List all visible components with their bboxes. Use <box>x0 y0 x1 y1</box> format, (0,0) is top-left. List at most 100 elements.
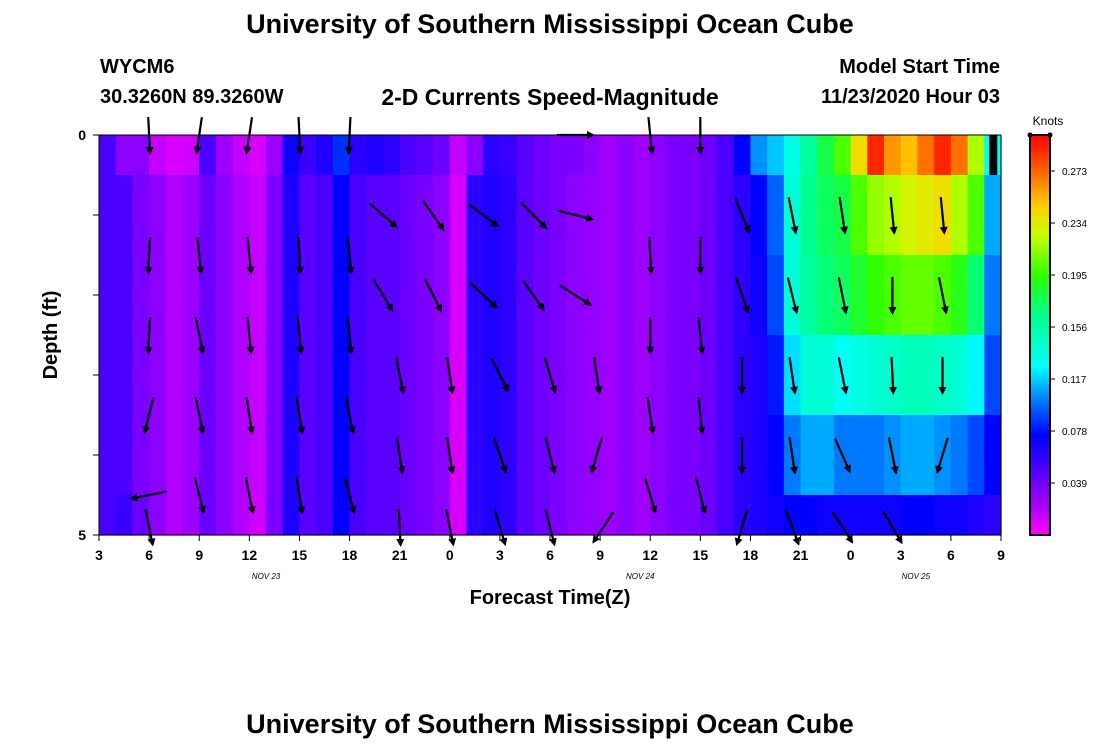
colorbar-tick-label: 0.234 <box>1062 219 1087 230</box>
heatmap-cell <box>850 135 868 176</box>
heatmap-cell <box>132 135 150 176</box>
heatmap-cell <box>282 415 301 496</box>
heatmap-cell <box>199 495 217 536</box>
heatmap-cell <box>934 495 952 536</box>
heatmap-cell <box>282 175 301 256</box>
heatmap-cell <box>366 495 384 536</box>
heatmap-cell <box>516 415 534 496</box>
heatmap-cell <box>483 255 501 336</box>
heatmap-cell <box>199 415 217 496</box>
heatmap-cell <box>483 135 501 176</box>
heatmap-cell <box>633 255 651 336</box>
current-vector-arrow <box>368 202 398 229</box>
x-tick-label: 6 <box>947 547 955 563</box>
x-tick-label: 9 <box>195 547 203 563</box>
model-start-label: Model Start Time <box>839 56 1000 78</box>
current-vector-arrow <box>295 397 306 435</box>
heatmap-cell <box>900 255 919 336</box>
heatmap-cell <box>616 495 635 536</box>
heatmap-cell <box>399 135 417 176</box>
heatmap-cell <box>600 415 618 496</box>
heatmap-cell <box>984 415 1002 496</box>
current-vector-arrow <box>372 279 394 313</box>
heatmap-cell <box>950 135 969 176</box>
heatmap-cell <box>349 335 367 416</box>
colorbar-tick-label: 0.039 <box>1062 479 1087 490</box>
heatmap-cell <box>867 495 885 536</box>
heatmap-cell <box>516 495 534 536</box>
heatmap-cell <box>917 415 935 496</box>
heatmap-cell <box>466 495 484 536</box>
heatmap-cell <box>433 495 451 536</box>
heatmap-cell <box>967 255 985 336</box>
heatmap-cell <box>115 255 134 336</box>
heatmap-cell <box>399 175 417 256</box>
current-vector-arrow <box>694 477 708 515</box>
heatmap-cell <box>566 415 585 496</box>
heatmap-cell <box>99 495 117 536</box>
heatmap-cell <box>282 255 301 336</box>
date-label: NOV 24 <box>626 572 655 581</box>
heatmap-cell <box>717 255 735 336</box>
heatmap-cell <box>867 175 885 256</box>
heatmap-cell <box>466 335 484 416</box>
heatmap-cell <box>249 415 267 496</box>
heatmap-cell <box>232 415 250 496</box>
heatmap-cell <box>850 255 868 336</box>
current-vector-arrow <box>490 358 509 393</box>
x-tick-label: 18 <box>743 547 759 563</box>
heatmap-cell <box>266 255 284 336</box>
heatmap-cell <box>382 495 401 536</box>
heatmap-cell <box>366 415 384 496</box>
heatmap-cell <box>683 135 701 176</box>
heatmap-cell <box>884 495 902 536</box>
heatmap-cell <box>616 135 635 176</box>
current-vector-arrow <box>344 477 357 515</box>
heatmap-cell <box>215 255 234 336</box>
colorbar-tick-label: 0.195 <box>1062 271 1087 282</box>
heatmap-cell <box>800 495 818 536</box>
heatmap-cell <box>332 175 351 256</box>
heatmap-cell <box>249 135 267 176</box>
heatmap-cell <box>499 495 518 536</box>
heatmap-cell <box>817 415 835 496</box>
current-vector-arrow <box>887 437 899 475</box>
heatmap-cell <box>583 335 601 416</box>
heatmap-cell <box>399 495 417 536</box>
current-vector-arrow <box>889 356 898 395</box>
heatmap-cell <box>316 175 334 256</box>
current-vector-arrow <box>445 509 457 547</box>
heatmap-cell <box>299 415 317 496</box>
current-vector-arrow <box>935 437 949 475</box>
heatmap-cell <box>633 335 651 416</box>
heatmap-cell <box>516 335 534 416</box>
heatmap-cell <box>583 135 601 176</box>
heatmap-cell <box>199 175 217 256</box>
heatmap-cell <box>416 415 434 496</box>
current-vector-arrow <box>295 477 306 515</box>
colorbar-gradient <box>1029 134 1051 536</box>
heatmap-cell <box>165 415 184 496</box>
heatmap-cell <box>433 175 451 256</box>
heatmap-cell <box>132 335 150 416</box>
current-vector-arrow <box>194 397 206 435</box>
current-vector-arrow <box>734 509 749 547</box>
heatmap-cell <box>783 495 802 536</box>
current-vector-arrow <box>831 511 854 544</box>
heatmap-cell <box>115 335 134 416</box>
x-tick-label: 15 <box>292 547 308 563</box>
heatmap-cell <box>550 495 568 536</box>
heatmap-cell <box>633 495 651 536</box>
x-tick-label: 18 <box>342 547 358 563</box>
heatmap-cell <box>884 135 902 176</box>
x-tick-label: 3 <box>897 547 905 563</box>
heatmap-cell <box>783 135 802 176</box>
current-vector-arrow <box>144 316 153 355</box>
heatmap-cell <box>533 335 551 416</box>
heatmap-cell <box>483 415 501 496</box>
heatmap-cell <box>867 415 885 496</box>
heatmap-cell <box>700 335 718 416</box>
heatmap-cell <box>199 135 217 176</box>
heatmap-cell <box>984 495 1002 536</box>
heatmap-cell <box>550 415 568 496</box>
